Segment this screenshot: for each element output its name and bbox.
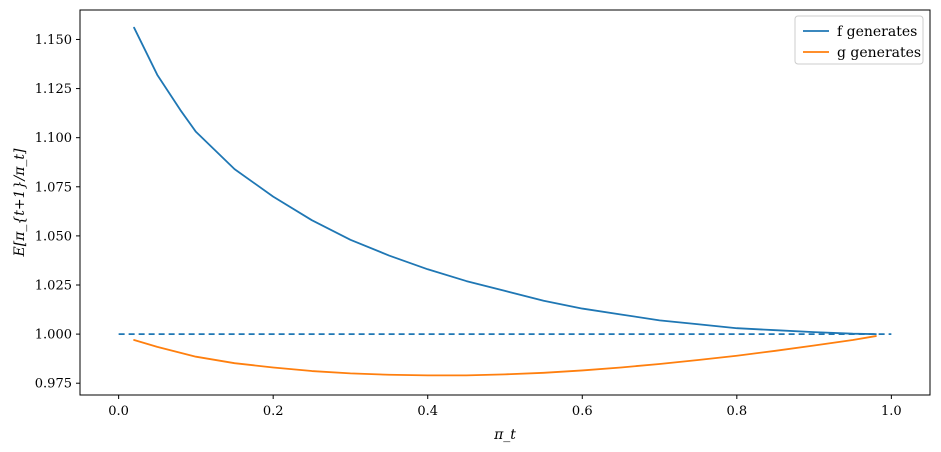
x-tick-label: 0.0	[108, 404, 129, 419]
y-tick-label: 1.025	[35, 279, 72, 294]
legend-label: g generates	[837, 45, 921, 61]
x-tick-label: 1.0	[881, 404, 902, 419]
y-tick-label: 1.075	[35, 180, 72, 195]
axes-frame	[79, 9, 931, 396]
series-line-g-generates	[133, 335, 877, 377]
series-line-f-generates	[133, 26, 877, 336]
x-tick-label: 0.6	[572, 404, 593, 419]
x-tick-label: 0.4	[417, 404, 438, 419]
x-tick-label: 0.8	[726, 404, 747, 419]
x-tick-label: 0.2	[263, 404, 284, 419]
y-tick-label: 1.150	[35, 33, 72, 48]
y-tick-label: 1.050	[35, 229, 72, 244]
y-axis-ticks: 0.975 1.000 1.025 1.050 1.075 1.100 1.125 1.150	[35, 33, 80, 392]
y-tick-label: 1.000	[35, 328, 72, 343]
legend: f generates g generates	[794, 15, 924, 65]
y-tick-label: 0.975	[35, 377, 72, 392]
x-axis-label: π_t	[493, 427, 516, 443]
series-layer	[133, 26, 877, 377]
y-axis-label: E[π_{t+1}/π_t]	[12, 148, 28, 258]
y-tick-label: 1.100	[35, 131, 72, 146]
y-tick-label: 1.125	[35, 82, 72, 97]
x-axis-ticks: 0.0 0.2 0.4 0.6 0.8 1.0	[108, 395, 902, 419]
legend-label: f generates	[837, 24, 917, 40]
